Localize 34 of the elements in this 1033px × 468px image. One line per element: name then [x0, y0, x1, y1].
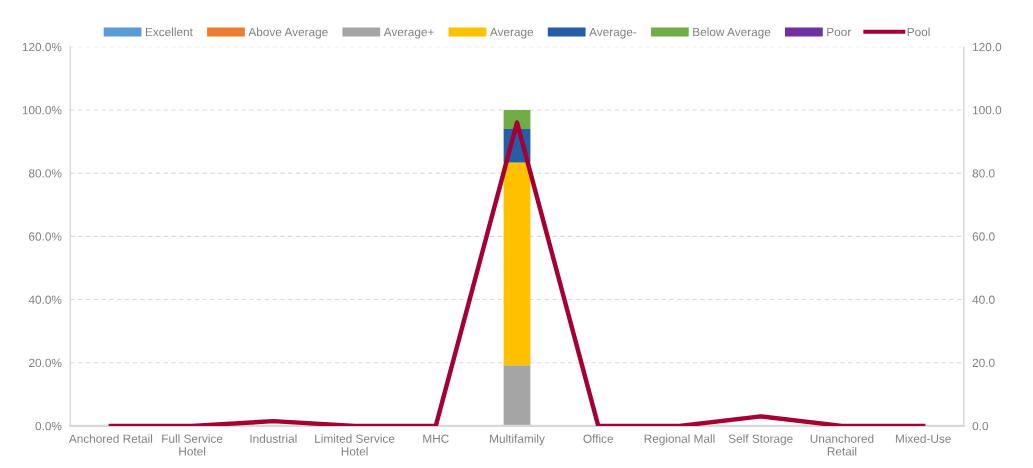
- legend-label: Pool: [907, 27, 930, 37]
- y-tick-label: 20.0%: [29, 358, 62, 368]
- y2-tick-label: 20.0: [972, 358, 995, 368]
- legend-label: Below Average: [693, 27, 771, 39]
- legend-label: Average-: [589, 27, 637, 39]
- x-tick-label: Industrial: [250, 434, 297, 443]
- x-tick-label: Multifamily: [490, 434, 545, 446]
- legend-label: Poor: [827, 27, 852, 37]
- y-tick-label: 60.0%: [29, 232, 62, 241]
- x-tick-label: Self Storage: [728, 434, 793, 446]
- x-tick-label: Limited Service Hotel: [315, 434, 395, 456]
- y2-tick-label: 80.0: [972, 169, 995, 178]
- x-tick-label: Regional Mall: [644, 434, 715, 446]
- x-tick-label: Full Service Hotel: [162, 434, 223, 456]
- y2-tick-label: 0.0: [972, 421, 989, 431]
- legend-label: Average+: [383, 27, 434, 39]
- y2-tick-label: 120.0: [973, 42, 1002, 52]
- x-tick-label: Anchored Retail: [68, 434, 153, 443]
- y2-tick-label: 100.0: [973, 106, 1002, 115]
- x-tick-label: Unanchored Retail: [810, 434, 874, 456]
- y2-tick-label: 40.0: [972, 295, 995, 304]
- legend-label: Above Average: [248, 27, 328, 39]
- y-tick-label: 40.0%: [28, 295, 62, 304]
- x-tick-label: Office: [583, 434, 614, 443]
- legend-label: Excellent: [145, 27, 193, 37]
- legend-label: Average: [489, 27, 534, 39]
- x-tick-label: Mixed-Use: [895, 434, 951, 443]
- x-tick-label: MHC: [423, 434, 449, 443]
- y-tick-label: 0.0%: [35, 421, 62, 431]
- y-tick-label: 100.0%: [22, 106, 62, 115]
- line-series: [108, 120, 926, 426]
- y-tick-label: 80.0%: [28, 169, 62, 178]
- y2-tick-label: 60.0: [972, 232, 995, 241]
- y-tick-label: 120.0%: [22, 42, 62, 52]
